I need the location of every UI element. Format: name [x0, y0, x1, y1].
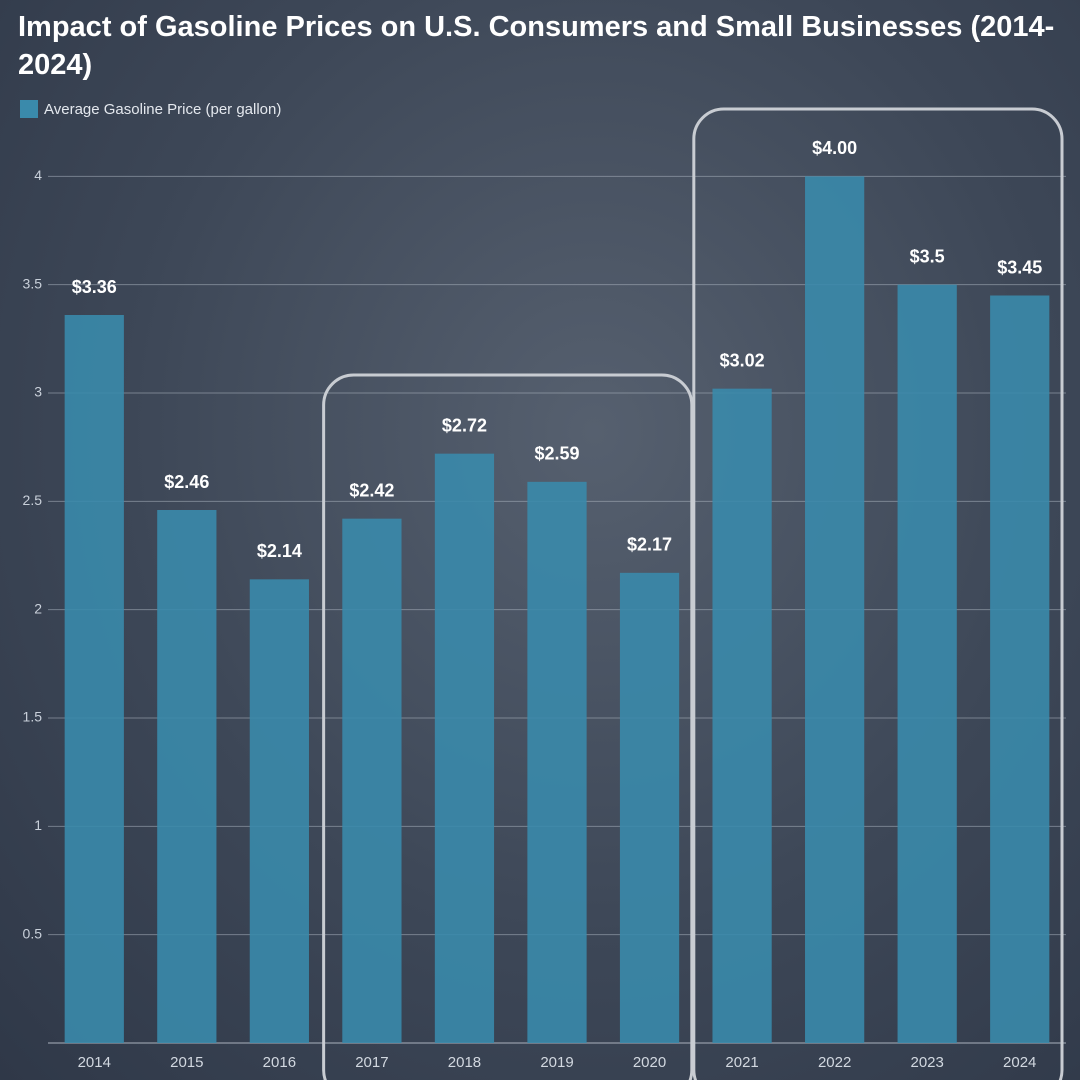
x-tick-label: 2019 [540, 1054, 573, 1071]
value-label: $2.72 [442, 415, 487, 435]
bar [619, 572, 680, 1043]
value-label: $2.42 [349, 480, 394, 500]
x-tick-label: 2022 [818, 1054, 851, 1071]
chart-title: Impact of Gasoline Prices on U.S. Consum… [18, 11, 1055, 81]
value-label: $4.00 [812, 138, 857, 158]
bar [712, 388, 772, 1044]
value-label: $2.46 [164, 472, 209, 492]
y-tick-label: 3.5 [23, 275, 43, 291]
value-label: $3.45 [997, 257, 1042, 277]
bar [527, 481, 587, 1043]
y-tick-label: 4 [34, 167, 42, 183]
highlight-frame [692, 107, 1064, 1080]
bar [897, 284, 957, 1044]
y-tick-label: 1 [34, 817, 42, 833]
x-tick-label: 2024 [1003, 1054, 1036, 1071]
highlight-frame [322, 373, 694, 1080]
value-label: $3.02 [720, 350, 765, 370]
legend: Average Gasoline Price (per gallon) [20, 100, 281, 118]
bar [805, 176, 865, 1044]
legend-swatch [20, 100, 38, 118]
x-tick-label: 2015 [170, 1054, 203, 1071]
value-label: $2.59 [534, 444, 579, 464]
value-label: $3.36 [72, 277, 117, 297]
x-tick-label: 2020 [633, 1054, 666, 1071]
value-label: $3.5 [910, 246, 945, 266]
y-tick-label: 0.5 [23, 925, 43, 941]
y-tick-label: 2 [34, 600, 42, 616]
x-tick-label: 2018 [448, 1054, 481, 1071]
x-tick-label: 2023 [910, 1054, 943, 1071]
value-label: $2.14 [257, 541, 302, 561]
y-tick-label: 2.5 [23, 492, 43, 508]
bar [157, 510, 217, 1043]
bar [342, 518, 402, 1043]
legend-label: Average Gasoline Price (per gallon) [44, 100, 282, 118]
x-tick-label: 2017 [355, 1054, 388, 1071]
bar [990, 295, 1050, 1043]
x-tick-label: 2016 [263, 1054, 296, 1071]
value-label: $2.17 [627, 535, 672, 555]
x-tick-label: 2014 [78, 1054, 111, 1071]
bar [249, 579, 309, 1043]
bar [434, 453, 495, 1044]
y-tick-label: 1.5 [23, 709, 43, 725]
y-tick-label: 3 [34, 384, 42, 400]
bar [64, 315, 124, 1043]
x-tick-label: 2021 [725, 1054, 758, 1071]
